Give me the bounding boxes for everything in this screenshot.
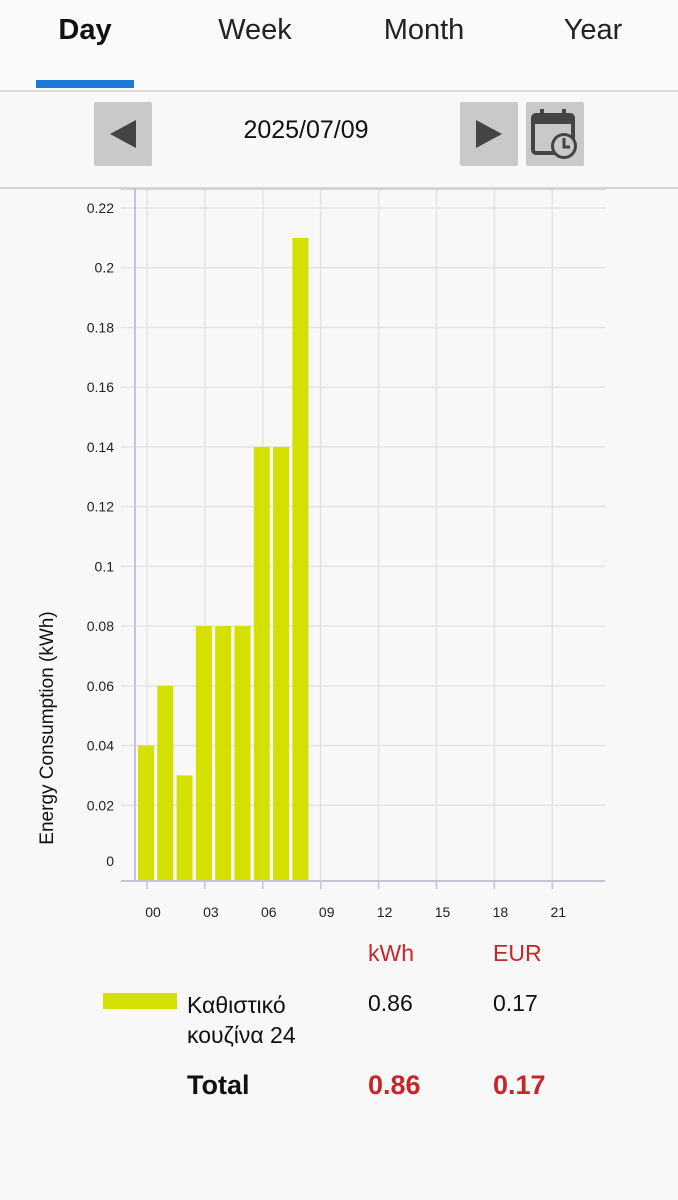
- chart-axes: 0 0.02 0.04 0.06 0.08 0.1 0.12 0.14 0.16 0.18 0.2 0…: [87, 188, 605, 920]
- bar-hour-05: [234, 626, 251, 881]
- y-tick-label: 0: [106, 853, 114, 869]
- x-tick-label: 21: [551, 904, 567, 920]
- y-tick-label: 0.14: [87, 439, 114, 455]
- device-kwh-value: 0.86: [368, 990, 413, 1016]
- calendar-clock-icon: [531, 109, 577, 159]
- y-tick-label: 0.06: [87, 678, 114, 694]
- tab-day[interactable]: Day: [58, 14, 112, 46]
- total-label: Total: [187, 1070, 250, 1100]
- y-tick-label: 0.18: [87, 319, 114, 335]
- bar-hour-00: [138, 745, 154, 881]
- current-date: 2025/07/09: [243, 116, 369, 144]
- y-tick-label: 0.22: [87, 200, 114, 216]
- active-tab-indicator: [36, 80, 134, 88]
- x-tick-label: 12: [377, 904, 393, 920]
- period-tabs: Day Week Month Year: [0, 0, 678, 92]
- triangle-right-icon: [476, 120, 502, 148]
- total-kwh-value: 0.86: [368, 1070, 421, 1100]
- y-tick-label: 0.02: [87, 797, 114, 813]
- next-day-button[interactable]: [460, 102, 518, 166]
- y-tick-label: 0.08: [87, 618, 114, 634]
- calendar-button[interactable]: [526, 102, 584, 166]
- bar-hour-08: [292, 237, 309, 881]
- x-tick-label: 03: [203, 904, 219, 920]
- energy-bar-chart: 0 0.02 0.04 0.06 0.08 0.1 0.12 0.14 0.16 0.18 0.2 0…: [37, 188, 605, 920]
- device-eur-value: 0.17: [493, 990, 538, 1016]
- bar-hour-04: [215, 626, 232, 881]
- tab-week[interactable]: Week: [218, 14, 292, 46]
- total-eur-value: 0.17: [493, 1070, 546, 1100]
- bar-hour-01: [157, 685, 174, 881]
- eur-column-header: EUR: [493, 940, 542, 966]
- y-tick-label: 0.1: [95, 558, 115, 574]
- x-tick-label: 06: [261, 904, 277, 920]
- y-tick-label: 0.12: [87, 499, 114, 515]
- x-tick-label: 18: [493, 904, 509, 920]
- legend-color-swatch: [103, 993, 177, 1009]
- chart-bars: [138, 237, 309, 881]
- x-tick-label: 09: [319, 904, 335, 920]
- y-axis-title: Energy Consumption (kWh): [37, 611, 58, 844]
- bar-hour-02: [176, 775, 193, 881]
- triangle-left-icon: [110, 120, 136, 148]
- bar-hour-07: [273, 446, 290, 881]
- chart-grid: [121, 188, 605, 881]
- y-tick-label: 0.04: [87, 738, 114, 754]
- bar-hour-06: [253, 446, 270, 881]
- device-name: Καθιστικό κουζίνα 24: [187, 992, 296, 1048]
- tab-month[interactable]: Month: [383, 14, 465, 46]
- date-navigation-bar: 2025/07/09: [0, 92, 678, 189]
- kwh-column-header: kWh: [368, 940, 414, 966]
- x-tick-label: 15: [435, 904, 451, 920]
- tab-year[interactable]: Year: [563, 14, 623, 46]
- previous-day-button[interactable]: [94, 102, 152, 166]
- y-tick-label: 0.16: [87, 379, 114, 395]
- x-tick-label: 00: [145, 904, 161, 920]
- bar-hour-03: [195, 626, 212, 881]
- y-tick-label: 0.2: [95, 260, 115, 276]
